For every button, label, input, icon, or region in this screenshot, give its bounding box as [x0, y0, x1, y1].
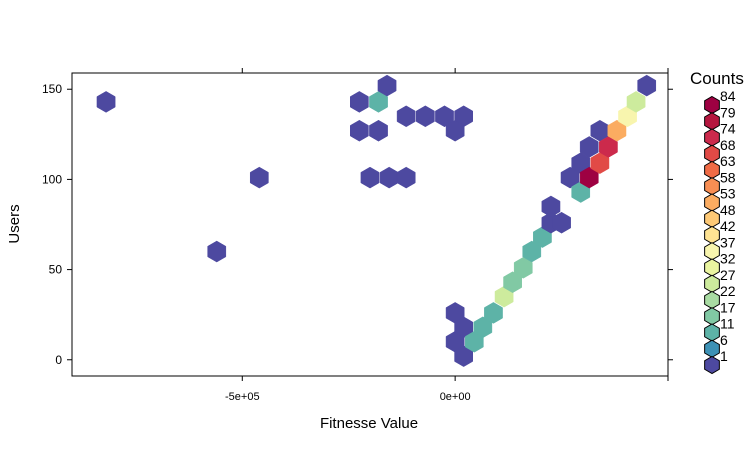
legend-label: 32: [720, 251, 736, 267]
hexbin-cell: [369, 119, 388, 142]
legend-label: 6: [720, 332, 728, 348]
legend-label: 48: [720, 202, 736, 218]
x-tick-label: 0e+00: [440, 391, 471, 403]
legend-key: [704, 144, 720, 163]
legend-label: 37: [720, 234, 736, 250]
hexbin-cell: [350, 119, 369, 142]
hexbin-cell: [626, 91, 646, 113]
hexbin-cells: [96, 74, 657, 367]
legend-key: [704, 323, 720, 342]
hexbin-cell: [379, 166, 399, 189]
legend-title: Counts: [690, 69, 744, 88]
legend-key: [704, 242, 720, 261]
legend-label: 79: [720, 104, 736, 120]
hexbin-cell: [207, 240, 227, 263]
legend-label: 42: [720, 218, 736, 234]
hexbin-cell: [360, 166, 380, 189]
hexbin-cell: [396, 166, 416, 189]
y-tick-label: 150: [42, 82, 62, 96]
legend-label: 27: [720, 267, 736, 283]
hexbin-cell: [96, 91, 116, 113]
y-tick-label: 50: [49, 263, 63, 277]
legend-label: 22: [720, 283, 736, 299]
hexbin-cell: [454, 316, 473, 339]
hexbin-cell: [599, 136, 618, 158]
legend-key: [704, 307, 720, 326]
hexbin-cell: [590, 152, 610, 174]
legend-key: [704, 339, 720, 358]
hexbin-cell: [579, 136, 599, 158]
y-tick-label: 0: [55, 353, 62, 367]
legend-label: 84: [720, 88, 736, 104]
legend-key: [704, 177, 720, 196]
legend-key: [704, 128, 720, 147]
legend-key: [704, 225, 720, 245]
hexbin-cell: [513, 257, 533, 279]
legend-key: [704, 112, 720, 131]
hexbin-cell: [416, 105, 435, 128]
legend-key: [704, 193, 720, 212]
legend-label: 17: [720, 299, 736, 315]
legend-label: 58: [720, 169, 736, 185]
plot-panel: [71, 72, 669, 377]
legend-label: 68: [720, 137, 736, 153]
legend-key: [704, 274, 720, 293]
legend-key: [704, 160, 720, 180]
legend-label: 63: [720, 153, 736, 169]
y-axis-title: Users: [6, 204, 23, 243]
x-tick-label: -5e+05: [225, 391, 260, 403]
legend-key: [704, 290, 720, 310]
legend-label: 1: [720, 348, 728, 364]
hexbin-cell: [541, 195, 561, 218]
x-axis-title: Fitnesse Value: [320, 415, 418, 432]
tick-labels: -5e+05 0e+00 0 50 100 150: [42, 82, 471, 403]
legend-label: 11: [720, 316, 735, 332]
legend-label: 74: [720, 121, 736, 137]
hexbin-cell: [350, 91, 369, 113]
legend-key: [704, 355, 720, 375]
legend-label: 53: [720, 186, 736, 202]
hexbin-cell: [637, 74, 657, 97]
hexbin-cell: [369, 91, 388, 113]
hexbin-cell: [377, 74, 397, 97]
hexbin-cell: [552, 211, 571, 234]
axis-ticks: [67, 68, 673, 381]
hexbin-cell: [445, 119, 465, 142]
hexbin-cell: [249, 166, 269, 189]
legend-key: [704, 209, 720, 228]
hexbin-cell: [396, 105, 416, 128]
y-tick-label: 100: [42, 172, 62, 186]
legend-key: [704, 95, 720, 115]
hexbin-cell: [435, 105, 454, 128]
hexbin-cell: [484, 302, 503, 324]
legend-key: [704, 258, 720, 277]
